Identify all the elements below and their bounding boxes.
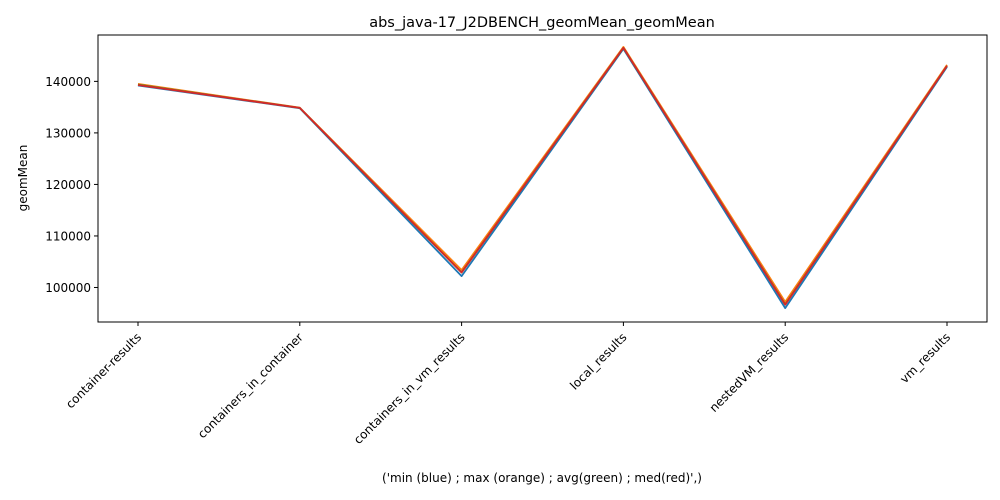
y-tick-label: 130000: [45, 126, 91, 140]
chart-title: abs_java-17_J2DBENCH_geomMean_geomMean: [369, 15, 715, 31]
plot-frame: [97, 34, 988, 323]
y-tick-label: 120000: [45, 178, 91, 192]
x-axis-label: ('min (blue) ; max (orange) ; avg(green)…: [382, 471, 702, 485]
y-tick-label: 110000: [45, 229, 91, 243]
series-layer: [137, 46, 948, 310]
y-axis-label: geomMean: [16, 145, 30, 212]
y-tick-label: 100000: [45, 281, 91, 295]
series-line-3: [137, 47, 948, 306]
y-tick-label: 140000: [45, 75, 91, 89]
